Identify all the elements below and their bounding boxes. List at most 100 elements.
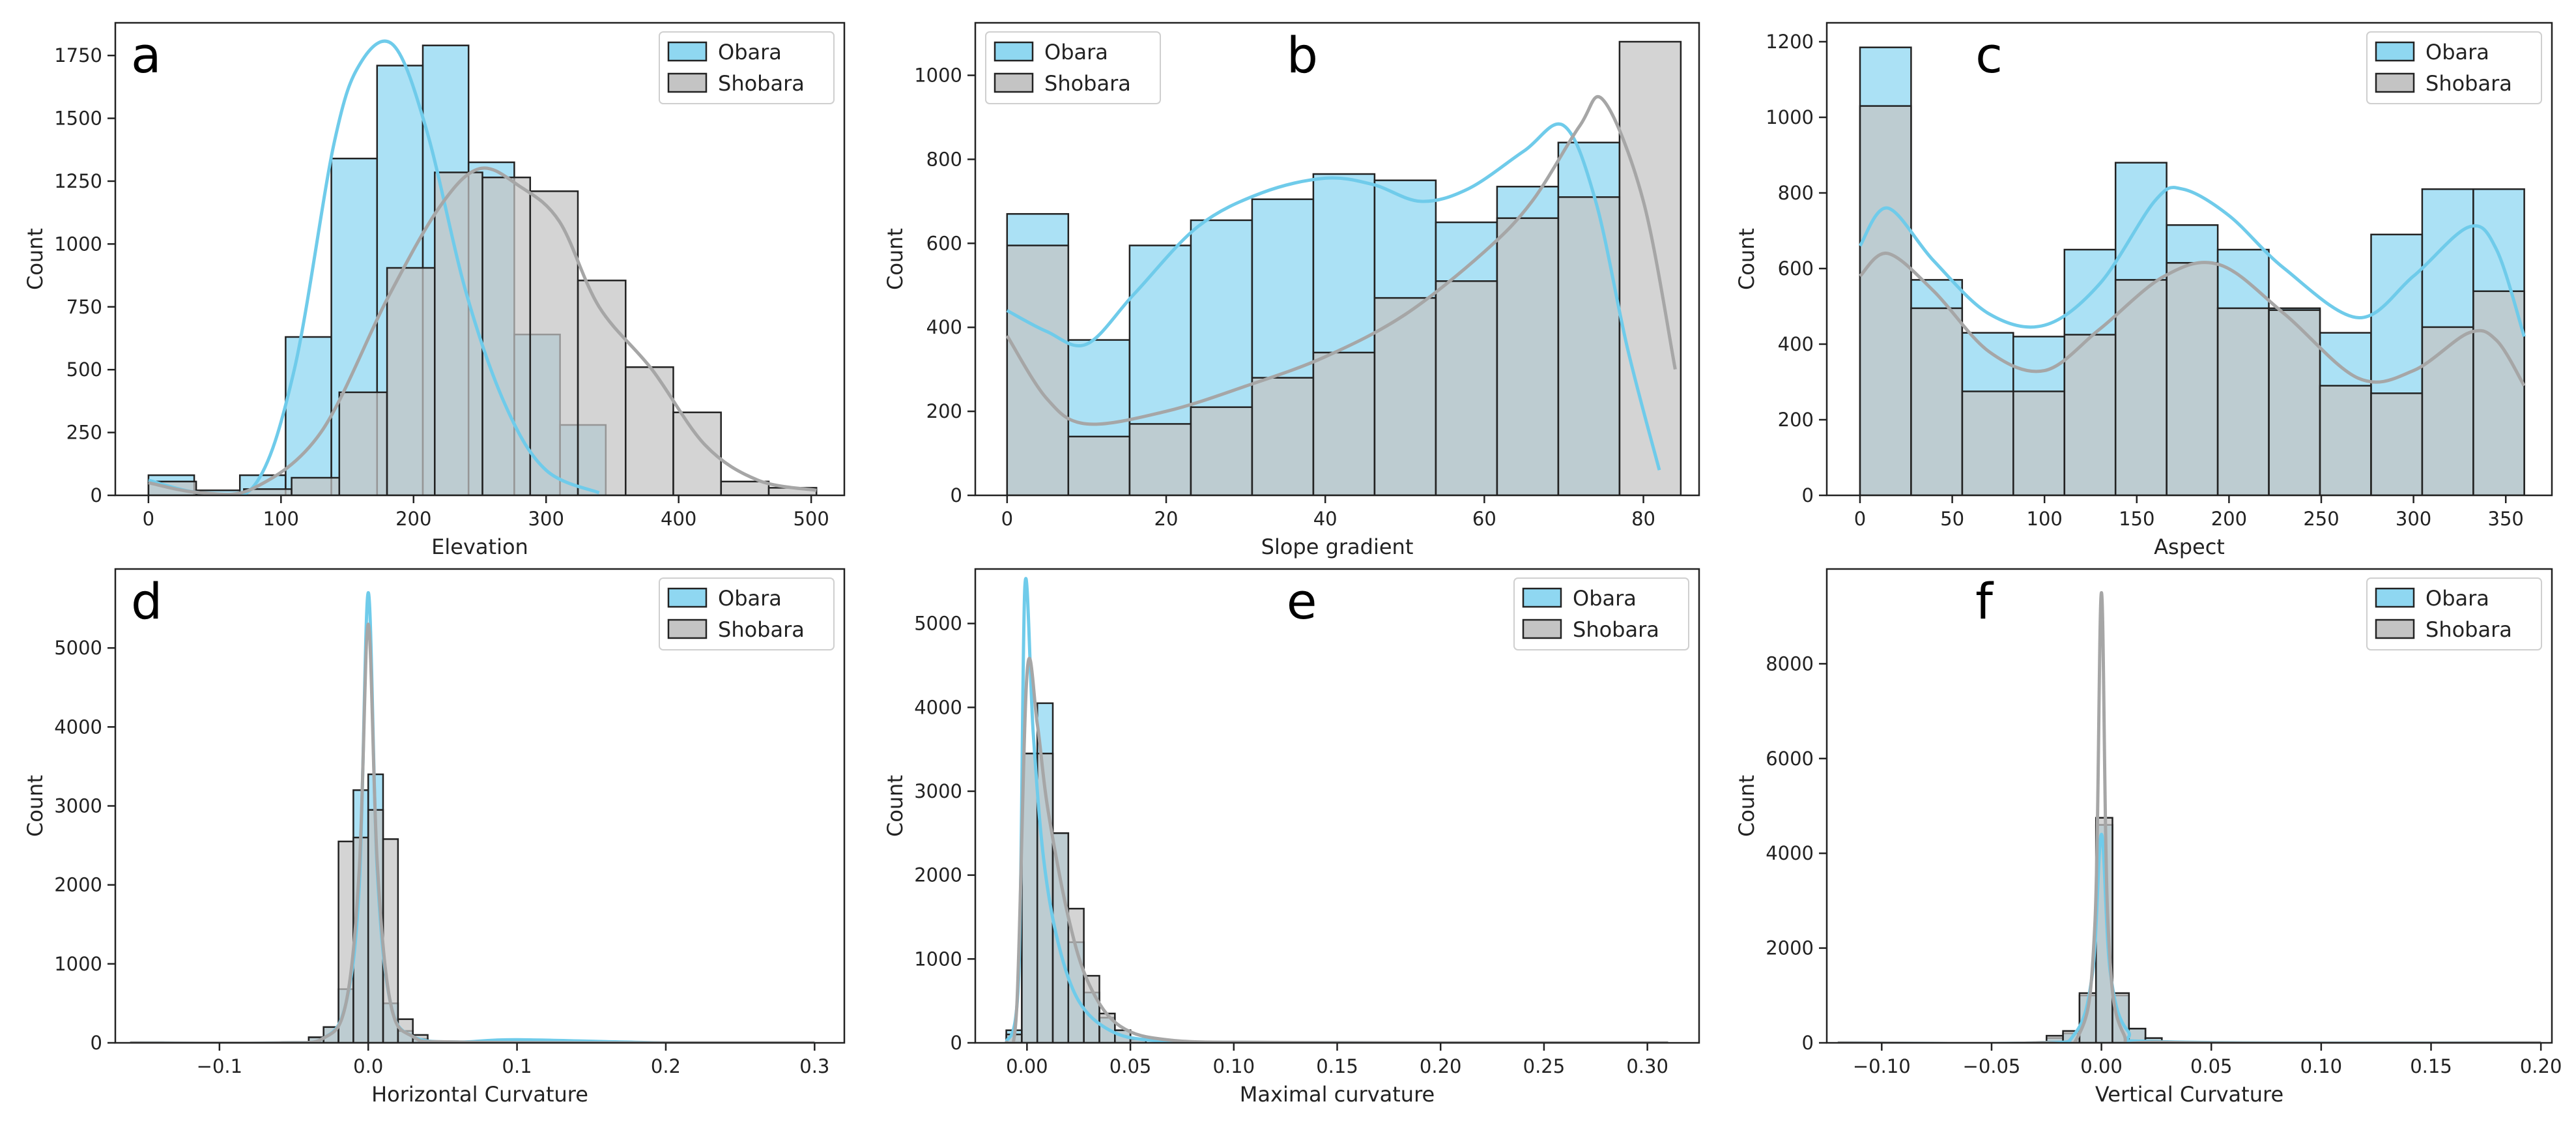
legend-label-shobara: Shobara [2426,617,2512,642]
kde-shobara [1859,252,2526,387]
x-tick-label: −0.05 [1963,1055,2021,1077]
panel-d: −0.1 0.0 0.1 0.2 0.3 0 1000 2000 3000 4000 5000 Hor… [23,568,846,1107]
y-tick-label: 400 [1778,333,1814,355]
series-shobara-bars [308,809,429,1043]
legend-c: Obara Shobara [2366,31,2542,104]
legend-label-obara: Obara [718,586,782,611]
bar-shobara-4 [2063,334,2117,495]
plot-area-b [1005,40,1682,495]
kde-shobara [130,622,815,1043]
legend-a: Obara Shobara [659,31,835,104]
bar-shobara-7 [2216,307,2270,495]
legend-f: Obara Shobara [2366,577,2542,650]
legend-d: Obara Shobara [659,577,835,650]
x-tick-label: 0 [1001,508,1013,530]
axes-frame-c [1825,22,2553,497]
x-tick-label: 400 [661,508,696,530]
x-tick-label: −0.10 [1853,1055,1911,1077]
y-tick-label: 1250 [54,170,102,192]
bar-shobara-4 [1251,377,1315,495]
bar-shobara-10 [625,366,674,495]
x-axis-label: Horizontal Curvature [371,1082,588,1107]
kde-obara [1858,186,2526,338]
x-tick-label: 300 [2396,508,2431,530]
panel-label: f [1975,572,1994,630]
bar-shobara-7 [481,176,532,495]
y-tick-label: 1500 [54,108,102,130]
y-tick-label: 1000 [1766,106,1814,128]
bar-shobara-11 [2421,326,2474,495]
x-tick-label: 0.05 [2190,1055,2233,1077]
bar-shobara-6 [2166,262,2219,495]
series-shobara-bars [2046,817,2179,1043]
panel-f: −0.10 −0.05 0.00 0.05 0.10 0.15 0.20 0 2000 4000 6… [1734,568,2562,1107]
kde-obara [130,591,815,1043]
bar-shobara-3 [1052,832,1070,1043]
bar-obara-3 [285,336,332,495]
y-axis-label: Count [883,775,908,837]
legend-label-obara: Obara [2426,40,2489,65]
y-tick-label: 3000 [914,780,962,802]
y-tick-label: 600 [926,232,962,254]
x-tick-label: 0.1 [502,1055,532,1077]
x-tick-label: 200 [395,508,431,530]
bar-shobara-2 [1961,390,2014,495]
series-shobara-bars [1006,40,1682,495]
y-tick-label: 0 [1802,1032,1814,1054]
bar-shobara-12 [2472,290,2525,495]
panel-label: c [1975,26,2003,84]
legend-label-shobara: Shobara [1044,71,1131,96]
bar-shobara-9 [1557,196,1621,495]
panel-label: d [131,572,162,630]
y-tick-label: 1200 [1766,31,1814,53]
y-axis-label: Count [883,228,908,290]
x-axis-label: Slope gradient [1261,534,1414,559]
legend-swatch-obara [2375,587,2415,608]
x-tick-label: 0.3 [799,1055,829,1077]
x-tick-label: 150 [2119,508,2154,530]
legend-b: Obara Shobara [985,31,1161,104]
series-shobara-bars [147,171,818,495]
y-tick-label: 200 [926,400,962,422]
y-tick-label: 400 [926,316,962,338]
y-tick-label: 1750 [54,44,102,66]
axes-frame-f [1825,568,2553,1044]
y-tick-label: 500 [66,358,102,381]
bar-shobara-5 [382,838,399,1043]
x-axis-label: Maximal curvature [1240,1082,1435,1107]
legend-label-shobara: Shobara [2426,71,2512,96]
bar-shobara-5 [386,267,436,495]
y-tick-label: 0 [1802,484,1814,506]
bar-shobara-2 [1128,423,1192,495]
y-tick-label: 1000 [914,948,962,970]
bar-shobara-4 [338,391,388,495]
y-tick-label: 1000 [54,233,102,255]
x-tick-label: 0.15 [2410,1055,2452,1077]
y-tick-label: 800 [1778,182,1814,204]
panel-e: 0.00 0.05 0.10 0.15 0.20 0.25 0.30 0 1000 2000 300… [883,568,1700,1107]
x-tick-label: 50 [1940,508,1964,530]
x-axis-label: Aspect [2154,534,2225,559]
x-tick-label: 0.00 [2080,1055,2123,1077]
x-tick-label: 0.05 [1109,1055,1152,1077]
bar-shobara-3 [2012,390,2065,495]
legend-swatch-obara [2375,41,2415,62]
x-tick-label: 500 [793,508,829,530]
legend-swatch-shobara [2375,619,2415,639]
y-tick-label: 1000 [914,65,962,87]
x-tick-label: 100 [263,508,299,530]
bar-shobara-10 [2370,392,2424,495]
bar-shobara-6 [434,171,483,495]
plot-area-d [130,591,815,1043]
bar-shobara-5 [2114,279,2168,495]
kde-obara [148,39,600,495]
legend-swatch-shobara [1522,619,1562,639]
x-tick-label: 0.2 [651,1055,681,1077]
y-axis-label: Count [1734,228,1759,290]
x-tick-label: 250 [2303,508,2339,530]
y-tick-label: 0 [91,1032,102,1054]
x-tick-label: 0.00 [1006,1055,1048,1077]
x-tick-label: 0.0 [353,1055,383,1077]
kde-obara [1837,832,2541,1043]
x-tick-label: 0.25 [1523,1055,1566,1077]
